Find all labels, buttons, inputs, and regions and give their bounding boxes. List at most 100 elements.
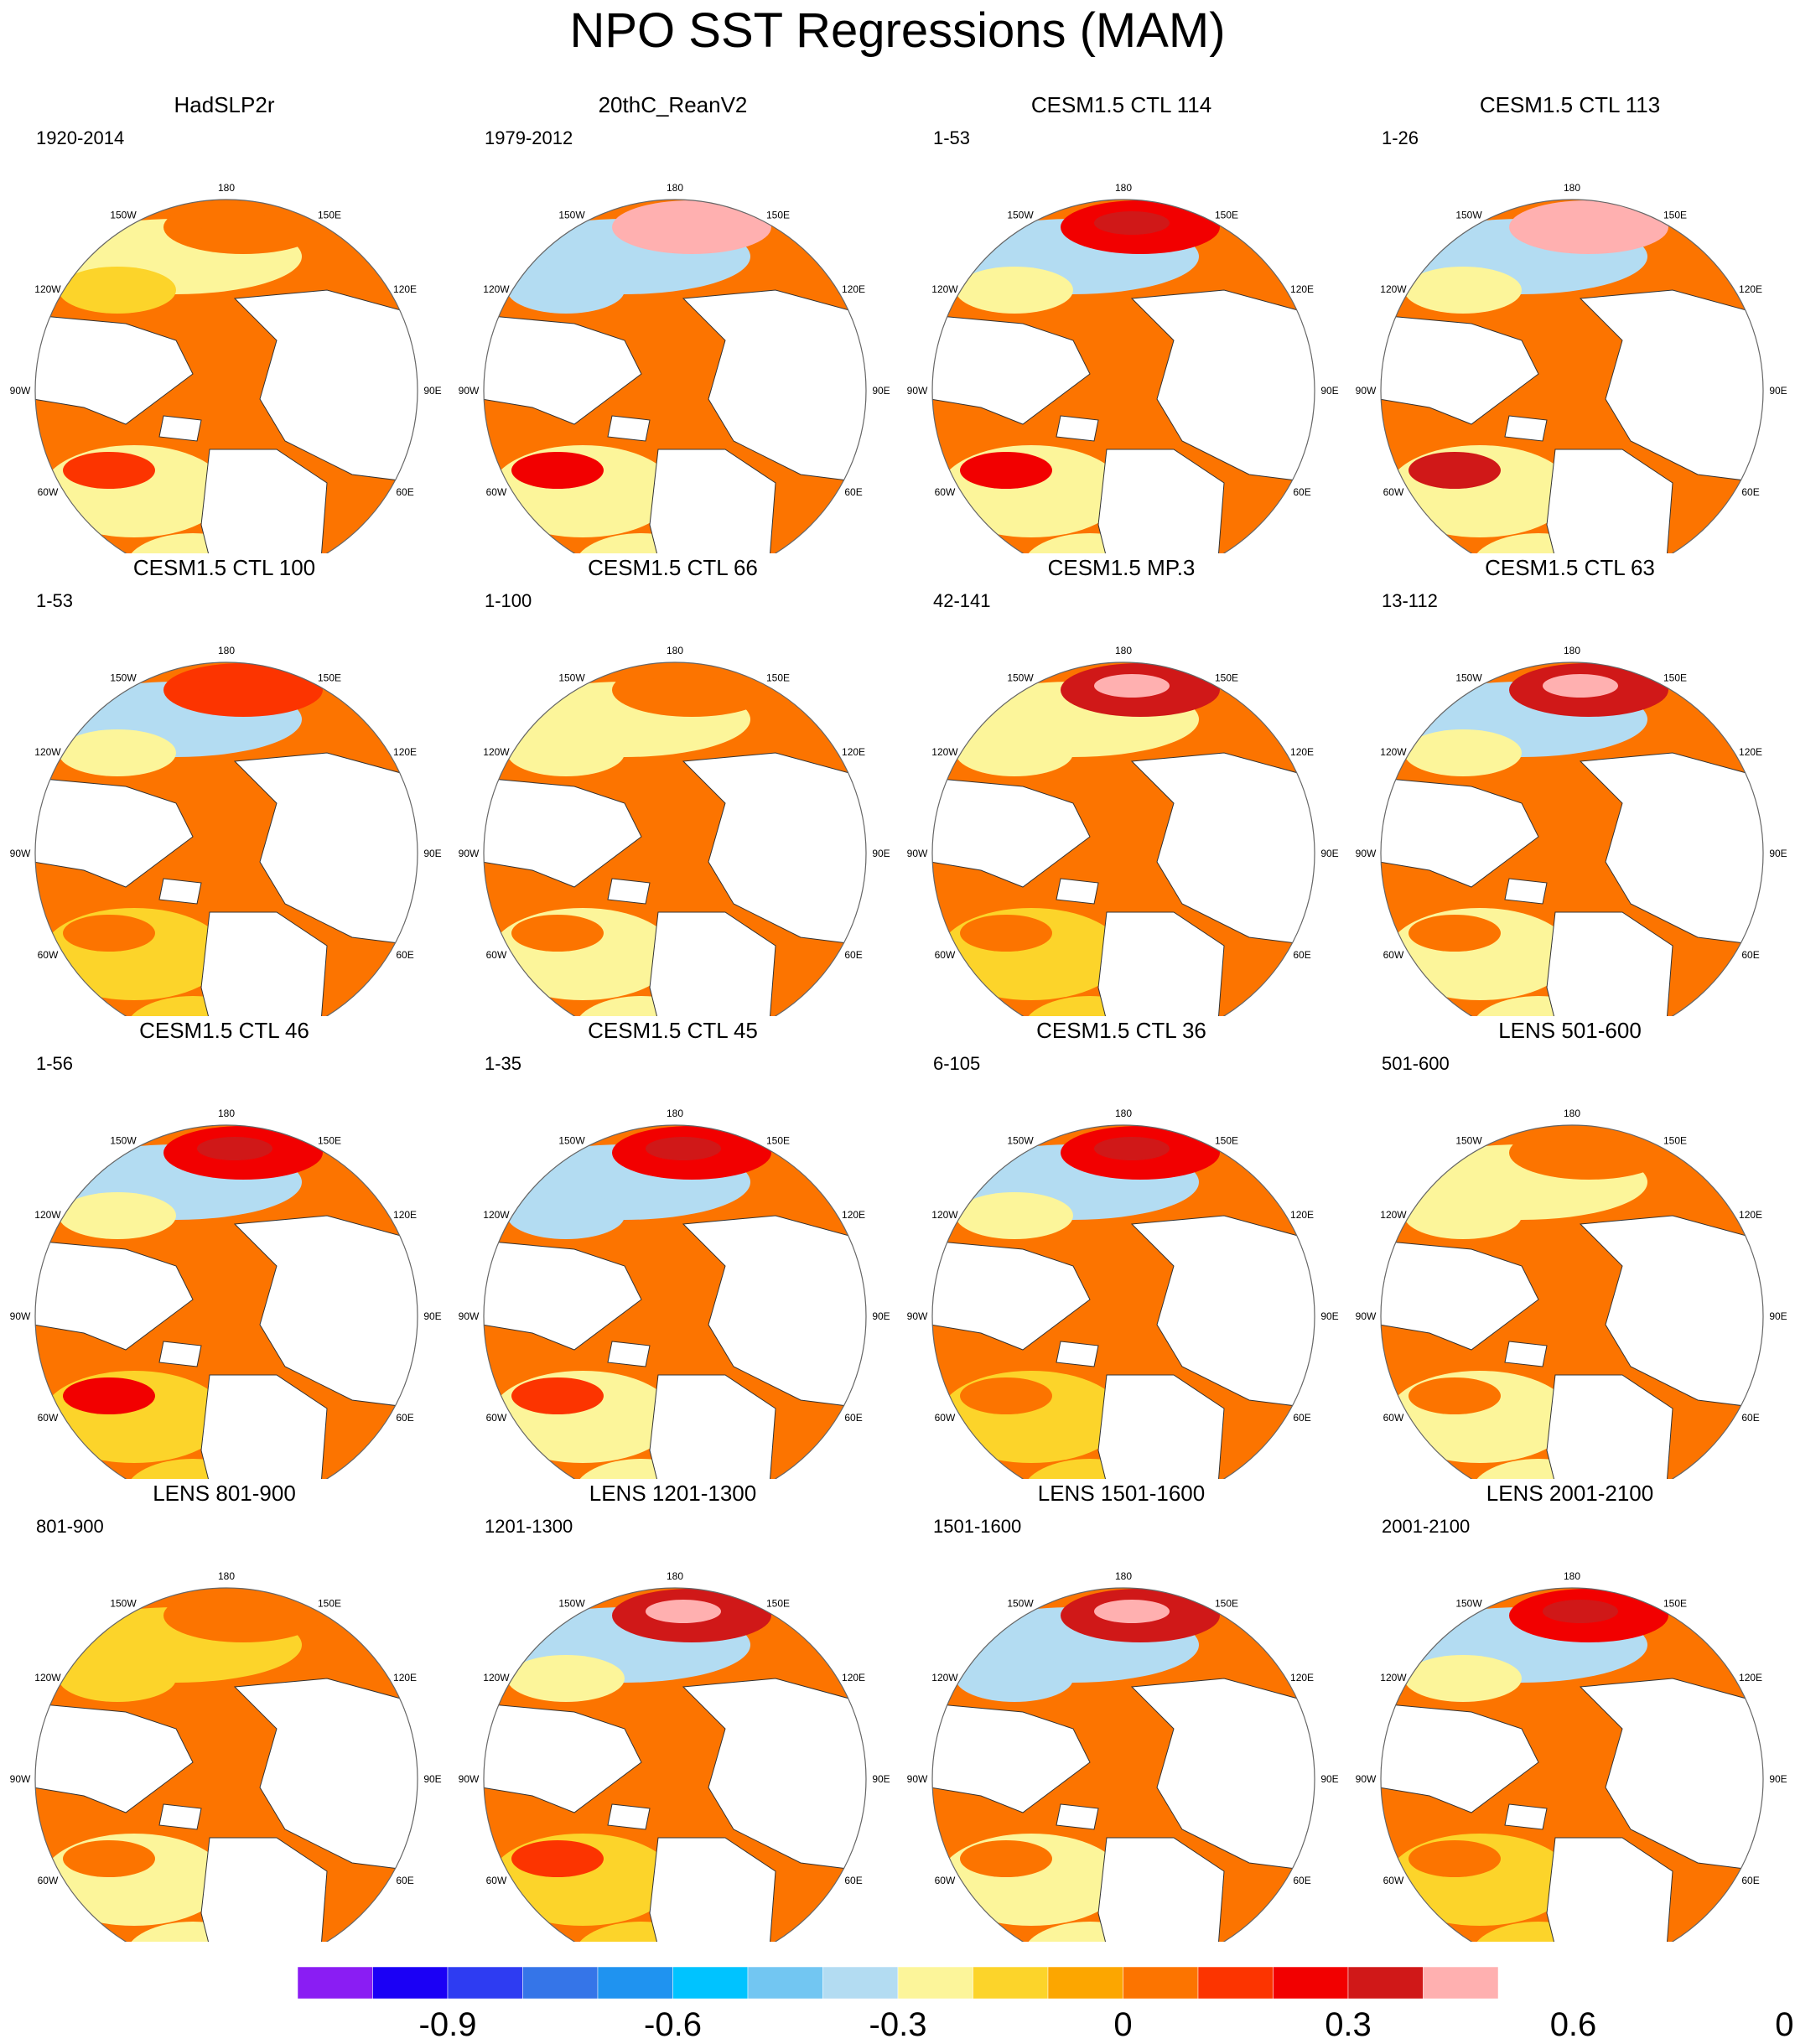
land-mass <box>35 314 194 425</box>
longitude-label: 90W <box>10 385 31 397</box>
longitude-label: 60E <box>1293 949 1310 961</box>
land-mass <box>607 415 651 442</box>
longitude-label: 90W <box>1356 385 1377 397</box>
npac-negative-anomaly <box>956 267 1073 314</box>
longitude-label: 150E <box>318 1134 341 1146</box>
land-mass <box>1546 911 1673 1016</box>
panel-period: 1-53 <box>36 590 74 611</box>
panel-title: CESM1.5 CTL 63 <box>1485 555 1655 580</box>
longitude-label: 90E <box>1769 848 1787 859</box>
land-mass <box>649 1374 776 1479</box>
panel-title: CESM1.5 MP.3 <box>1047 555 1196 580</box>
colorbar-swatch <box>1047 1967 1123 1999</box>
map-panel: CESM1.5 CTL 661-100180150E120E90E60E30E0… <box>449 555 897 1016</box>
longitude-label: 60E <box>1741 1875 1759 1886</box>
land-mass <box>484 1240 642 1351</box>
longitude-label: 150E <box>766 209 790 220</box>
longitude-label: 150W <box>110 1597 137 1609</box>
longitude-label: 150E <box>1663 209 1687 220</box>
longitude-label: 150E <box>1663 672 1687 683</box>
land-mass <box>158 1803 202 1830</box>
natl-positive-anomaly <box>63 1840 155 1877</box>
colorbar-swatch <box>1197 1967 1274 1999</box>
longitude-label: 60W <box>935 949 956 961</box>
longitude-label: 150E <box>1663 1134 1687 1146</box>
land-mass <box>233 1678 418 1872</box>
map-boundary <box>1380 1587 1764 1942</box>
land-mass <box>1504 1341 1548 1367</box>
map-panel: LENS 1201-1300 1201-1300 180 150E 120E 90E 60E… <box>449 1481 897 1942</box>
land-mass <box>1579 289 1763 484</box>
longitude-label: 120W <box>483 746 510 758</box>
longitude-label: 120E <box>1739 283 1762 295</box>
natl-positive-anomaly <box>511 1840 604 1877</box>
natl-positive-anomaly <box>63 452 155 489</box>
colorbar-swatch <box>597 1967 673 1999</box>
natl-positive-anomaly <box>1409 915 1501 952</box>
map-panel: CESM1.5 CTL 1001-53180150E120E90E60E30E0… <box>0 555 449 1016</box>
longitude-label: 180 <box>667 1108 683 1119</box>
npac-negative-anomaly <box>1404 267 1522 314</box>
longitude-label: 60E <box>1293 1875 1310 1886</box>
npac-positive-anomaly <box>1543 674 1618 698</box>
longitude-label: 60W <box>1383 949 1404 961</box>
panel-period: 13-112 <box>1382 590 1438 611</box>
longitude-label: 120W <box>1380 1209 1407 1221</box>
natl-positive-anomaly <box>511 1377 604 1414</box>
map-panel: CESM1.5 CTL 461-56180150E120E90E60E30E03… <box>0 1018 449 1479</box>
longitude-label: 180 <box>218 182 235 194</box>
colorbar-tick-label: -0.6 <box>644 2006 702 2043</box>
longitude-label: 150W <box>558 1597 585 1609</box>
land-mass <box>1130 1678 1315 1872</box>
polar-map: 180150E120E90E60E30E030W60W90W120W150W <box>459 182 890 553</box>
longitude-label: 150E <box>766 1597 790 1609</box>
panel-title: CESM1.5 CTL 100 <box>132 555 316 580</box>
polar-map: 180150E120E90E60E30E030W60W90W120W150W <box>459 1570 890 1942</box>
longitude-label: 120E <box>393 1209 417 1221</box>
longitude-label: 150W <box>558 209 585 220</box>
npac-positive-anomaly <box>646 674 721 698</box>
longitude-label: 120W <box>931 746 958 758</box>
longitude-label: 150E <box>766 672 790 683</box>
panel-title: 20thC_ReanV2 <box>598 92 748 117</box>
longitude-label: 150W <box>1007 209 1034 220</box>
land-mass <box>200 449 328 553</box>
npac-negative-anomaly <box>507 729 625 776</box>
longitude-label: 90E <box>872 1773 890 1785</box>
colorbar-swatch <box>973 1967 1049 1999</box>
longitude-label: 90E <box>872 1310 890 1322</box>
map-boundary <box>1380 661 1764 1016</box>
panel-title: LENS 501-600 <box>1498 1018 1642 1043</box>
longitude-label: 120E <box>842 1672 865 1683</box>
colorbar-tick-label: -0.3 <box>869 2006 927 2043</box>
colorbar-tick-label: 0.9 <box>1775 2006 1795 2043</box>
panel-period: 501-600 <box>1382 1053 1450 1074</box>
colorbar-tick-label: 0 <box>1113 2006 1133 2043</box>
longitude-label: 150E <box>1215 1597 1238 1609</box>
longitude-label: 180 <box>1115 645 1132 656</box>
longitude-label: 120E <box>1290 1209 1314 1221</box>
longitude-label: 60E <box>396 1875 413 1886</box>
longitude-label: 180 <box>1564 645 1580 656</box>
longitude-label: 180 <box>667 645 683 656</box>
longitude-label: 180 <box>1115 182 1132 194</box>
polar-map: 180150E120E90E60E30E030W60W90W120W150W <box>459 1108 890 1479</box>
land-mass <box>1504 878 1548 905</box>
polar-map: 180150E120E90E60E30E030W60W90W120W150W <box>907 182 1339 553</box>
longitude-label: 90W <box>1356 1773 1377 1785</box>
longitude-label: 60W <box>486 949 507 961</box>
map-boundary <box>483 199 867 553</box>
longitude-label: 60W <box>486 486 507 498</box>
natl-positive-anomaly <box>1409 1377 1501 1414</box>
longitude-label: 90E <box>423 1310 441 1322</box>
natl-positive-anomaly <box>1409 1840 1501 1877</box>
panel-title: CESM1.5 CTL 66 <box>588 555 758 580</box>
longitude-label: 150E <box>1663 1597 1687 1609</box>
longitude-label: 60W <box>1383 1875 1404 1886</box>
map-panel: CESM1.5 CTL 451-35180150E120E90E60E30E03… <box>449 1018 897 1479</box>
panel-period: 801-900 <box>36 1516 104 1537</box>
colorbar-swatch <box>672 1967 749 1999</box>
map-panel: CESM1.5 CTL 366-105180150E120E90E60E30E0… <box>897 1018 1346 1479</box>
land-mass <box>200 1374 328 1479</box>
longitude-label: 150W <box>1007 1597 1034 1609</box>
